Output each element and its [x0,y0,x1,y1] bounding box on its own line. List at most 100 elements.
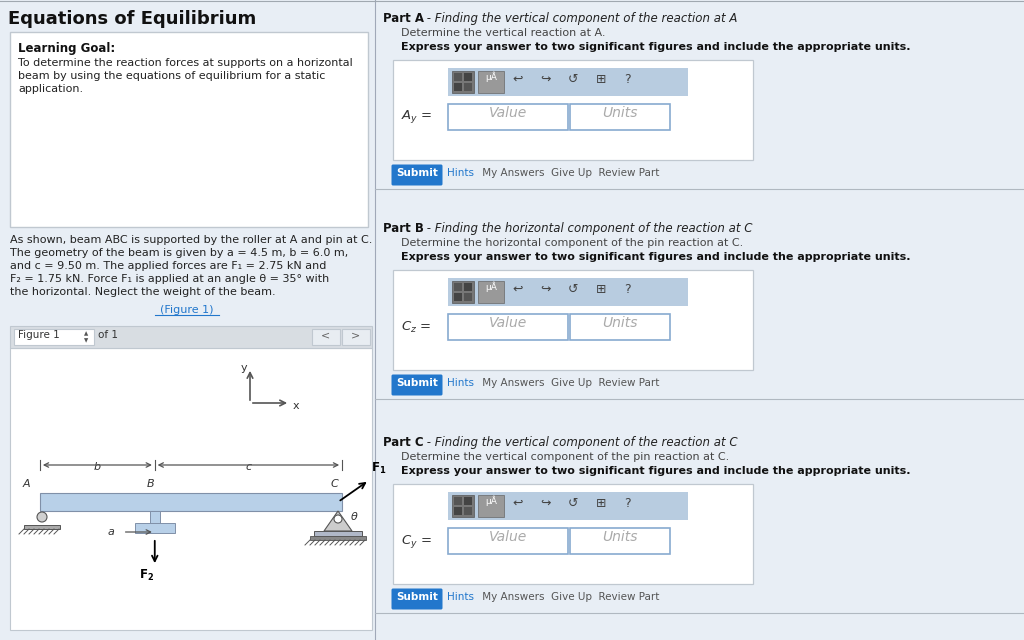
Text: Determine the vertical component of the pin reaction at C.: Determine the vertical component of the … [401,452,729,462]
Circle shape [334,515,342,523]
Text: $\mathbf{F_1}$: $\mathbf{F_1}$ [371,461,386,476]
Text: ↪: ↪ [540,73,551,86]
Text: Figure 1: Figure 1 [18,330,59,340]
Bar [464,283,472,291]
Bar [452,495,474,517]
Text: Equations of Equilibrium: Equations of Equilibrium [8,10,256,28]
Text: My Answers  Give Up  Review Part: My Answers Give Up Review Part [479,168,659,178]
Text: ↪: ↪ [540,497,551,510]
Text: ↩: ↩ [512,497,522,510]
Text: ↪: ↪ [540,283,551,296]
Text: the horizontal. Neglect the weight of the beam.: the horizontal. Neglect the weight of th… [10,287,275,297]
Bar [570,528,670,554]
Bar [464,73,472,81]
Text: ↩: ↩ [512,283,522,296]
Text: ↺: ↺ [568,497,579,510]
Text: B: B [147,479,155,489]
Bar [478,281,504,303]
Text: Submit: Submit [396,168,438,178]
Text: ?: ? [624,497,631,510]
Text: ?: ? [624,283,631,296]
Bar [454,283,462,291]
Bar [150,511,160,533]
Text: ?: ? [624,73,631,86]
Text: $\theta$: $\theta$ [350,510,358,522]
Bar [10,32,368,227]
Bar [454,507,462,515]
Text: Units: Units [602,316,638,330]
Text: μÂ: μÂ [485,496,497,506]
Text: >: > [351,330,360,340]
Bar [454,293,462,301]
Text: Value: Value [488,316,527,330]
Text: ⊞: ⊞ [596,283,606,296]
Text: To determine the reaction forces at supports on a horizontal: To determine the reaction forces at supp… [18,58,352,68]
Text: Determine the vertical reaction at A.: Determine the vertical reaction at A. [401,28,605,38]
Text: ▲: ▲ [84,331,88,336]
Bar [449,68,688,96]
Bar [449,314,568,340]
Bar [449,104,568,130]
Text: ⊞: ⊞ [596,497,606,510]
Text: Hints: Hints [447,378,474,388]
Text: Value: Value [488,106,527,120]
Text: - Finding the vertical component of the reaction at A: - Finding the vertical component of the … [423,12,737,25]
Bar [478,71,504,93]
Text: F₂ = 1.75 kN. Force F₁ is applied at an angle θ = 35° with: F₂ = 1.75 kN. Force F₁ is applied at an … [10,274,330,284]
Text: ▼: ▼ [84,338,88,343]
Text: (Figure 1): (Figure 1) [160,305,214,315]
Bar [452,71,474,93]
Bar [570,104,670,130]
Text: a: a [108,527,115,537]
Text: Units: Units [602,106,638,120]
Bar [312,329,340,345]
Text: <: < [322,330,331,340]
Text: Part A: Part A [383,12,424,25]
Text: Hints: Hints [447,592,474,602]
Text: c: c [246,462,252,472]
Bar [393,270,753,370]
Text: y: y [241,363,248,373]
Bar [454,83,462,91]
Bar [24,525,60,529]
Text: ⊞: ⊞ [596,73,606,86]
Bar [342,329,370,345]
Bar [14,329,94,345]
Text: Submit: Submit [396,378,438,388]
Text: μÂ: μÂ [485,72,497,83]
Text: Submit: Submit [396,592,438,602]
Text: $\mathbf{F_2}$: $\mathbf{F_2}$ [139,568,155,583]
Text: ↺: ↺ [568,73,579,86]
Text: $C_y$ =: $C_y$ = [401,532,432,550]
Text: Express your answer to two significant figures and include the appropriate units: Express your answer to two significant f… [401,252,910,262]
Text: application.: application. [18,84,83,94]
Bar [449,278,688,306]
Bar [454,73,462,81]
Circle shape [37,512,47,522]
Text: $C_z$ =: $C_z$ = [401,319,431,335]
Text: Determine the horizontal component of the pin reaction at C.: Determine the horizontal component of th… [401,238,743,248]
FancyBboxPatch shape [391,374,442,396]
Polygon shape [324,511,352,531]
Text: My Answers  Give Up  Review Part: My Answers Give Up Review Part [479,592,659,602]
Bar [314,531,362,536]
Bar [10,326,372,348]
Text: As shown, beam ABC is supported by the roller at A and pin at C.: As shown, beam ABC is supported by the r… [10,235,373,245]
Text: C: C [330,479,338,489]
Bar [393,60,753,160]
Text: The geometry of the beam is given by a = 4.5 m, b = 6.0 m,: The geometry of the beam is given by a =… [10,248,348,258]
Bar [452,281,474,303]
Text: Units: Units [602,530,638,544]
Text: of 1: of 1 [98,330,118,340]
Text: x: x [293,401,300,411]
Bar [310,536,366,540]
Bar [449,528,568,554]
Text: ↺: ↺ [568,283,579,296]
Bar [478,495,504,517]
Text: Learning Goal:: Learning Goal: [18,42,116,55]
Text: - Finding the horizontal component of the reaction at C: - Finding the horizontal component of th… [423,222,753,235]
FancyBboxPatch shape [391,164,442,186]
Text: Express your answer to two significant figures and include the appropriate units: Express your answer to two significant f… [401,42,910,52]
Bar [464,507,472,515]
Text: Hints: Hints [447,168,474,178]
